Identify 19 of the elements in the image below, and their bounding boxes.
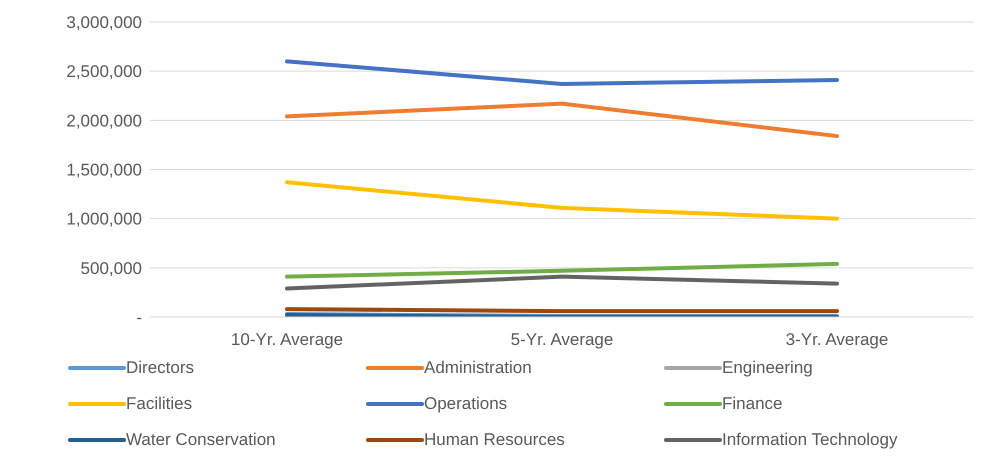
legend-label: Directors — [126, 358, 194, 378]
x-tick-label: 5-Yr. Average — [510, 330, 614, 350]
legend-label: Facilities — [126, 394, 192, 414]
y-tick-label: 1,000,000 — [66, 210, 142, 229]
y-tick-label: - — [136, 308, 142, 328]
x-tick-label: 10-Yr. Average — [230, 330, 344, 350]
legend-label: Administration — [424, 358, 532, 378]
x-tick-label: 3-Yr. Average — [786, 330, 888, 350]
y-tick-label: 2,500,000 — [66, 62, 142, 82]
y-tick-label: 500,000 — [80, 258, 142, 278]
legend-label: Water Conservation — [126, 430, 276, 450]
legend-label: Operations — [424, 394, 508, 414]
y-tick-label: 2,000,000 — [66, 111, 142, 130]
legend-label: Engineering — [722, 358, 813, 378]
y-tick-label: 1,500,000 — [66, 160, 142, 180]
legend-label: Information Technology — [722, 430, 898, 450]
legend-label: Human Resources — [424, 430, 565, 450]
y-tick-label: 3,000,000 — [66, 13, 142, 32]
legend-label: Finance — [722, 394, 782, 414]
